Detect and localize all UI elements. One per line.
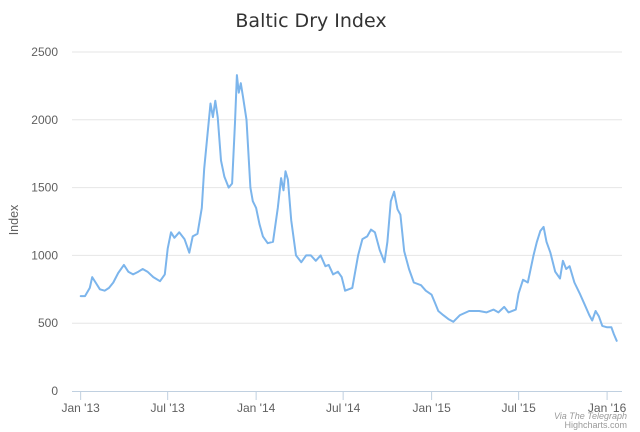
chart-title: Baltic Dry Index bbox=[235, 10, 386, 32]
y-tick-label-0: 0 bbox=[51, 384, 58, 398]
x-tick-label: Jul '15 bbox=[501, 401, 536, 415]
y-tick-label-1000: 1000 bbox=[31, 248, 58, 262]
y-tick-label-2500: 2500 bbox=[31, 45, 58, 59]
x-tick-label: Jan '16 bbox=[588, 401, 627, 415]
y-tick-label-500: 500 bbox=[38, 316, 58, 330]
y-axis-label: Index bbox=[7, 204, 21, 235]
credits-text: Highcharts.com bbox=[564, 420, 627, 430]
x-tick-label: Jan '14 bbox=[237, 401, 276, 415]
y-tick-label-1500: 1500 bbox=[31, 181, 58, 195]
x-tick-label: Jul '13 bbox=[151, 401, 186, 415]
x-axis: Jan '13 Jul '13 Jan '14 Jul '14 Jan '15 Jul '… bbox=[61, 391, 627, 415]
watermark-text: Via The Telegraph bbox=[554, 411, 627, 421]
series-group bbox=[79, 74, 618, 342]
x-tick-label: Jul '14 bbox=[326, 401, 361, 415]
x-tick-label: Jan '13 bbox=[61, 401, 100, 415]
y-tick-label-2000: 2000 bbox=[31, 113, 58, 127]
y-axis-ticks: 0 500 1000 1500 2000 2500 bbox=[31, 45, 58, 398]
series-line-0 bbox=[79, 74, 618, 342]
x-tick-label: Jan '15 bbox=[412, 401, 451, 415]
grid-lines bbox=[72, 51, 622, 324]
